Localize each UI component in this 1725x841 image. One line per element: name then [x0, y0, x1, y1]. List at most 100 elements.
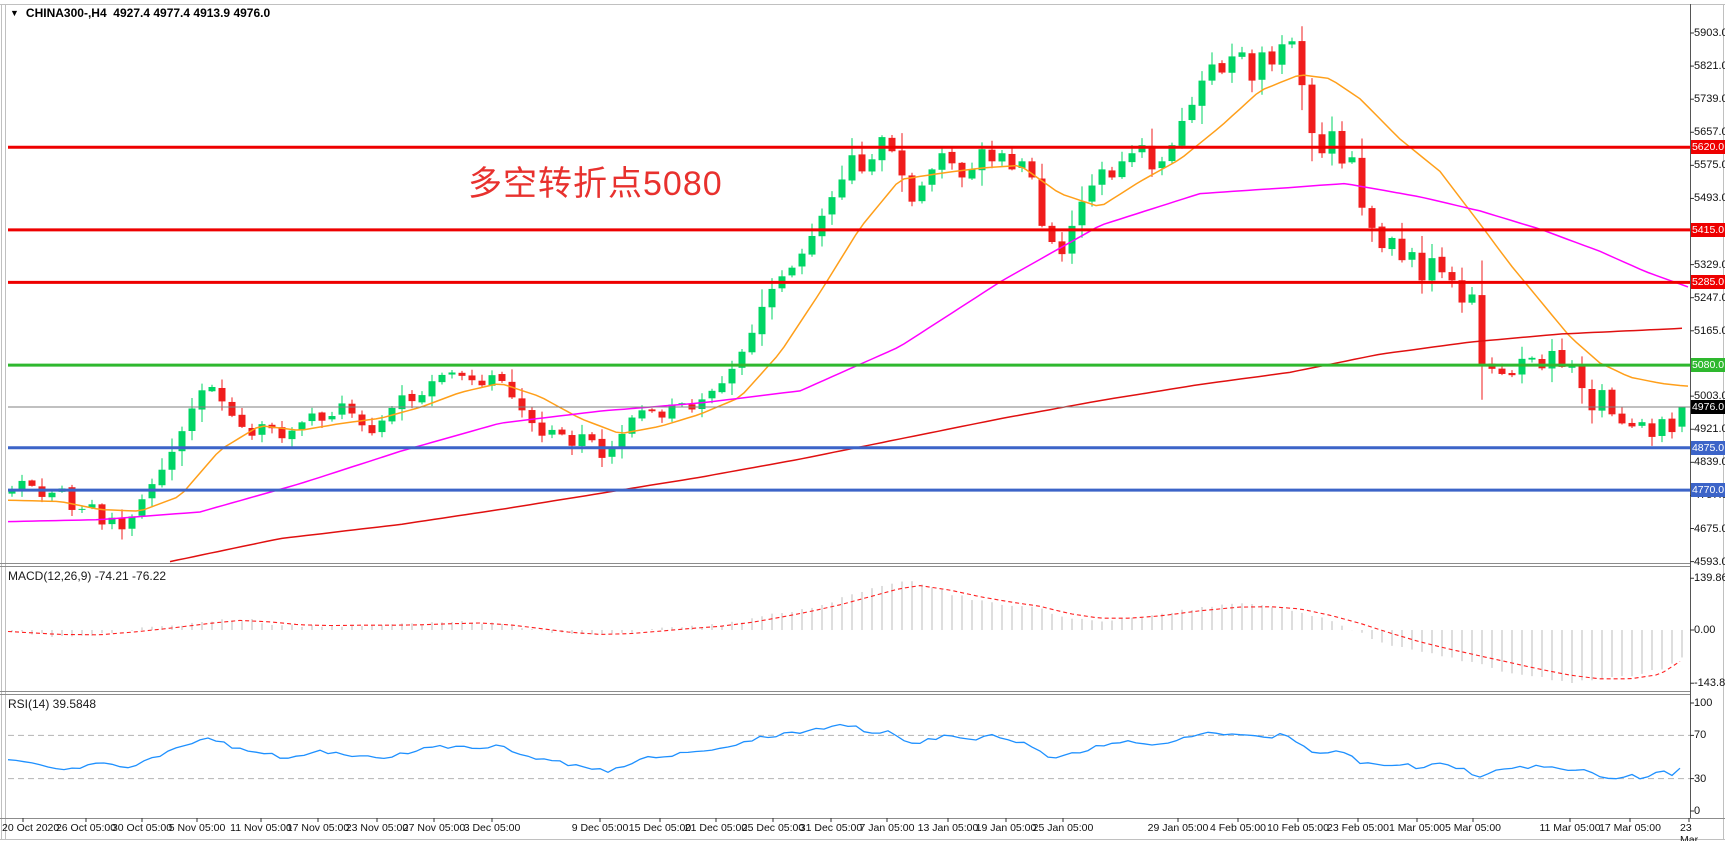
candle-body: [1628, 422, 1636, 427]
candle-body: [1138, 145, 1146, 153]
quote-low: 4913.9: [193, 6, 231, 20]
x-axis-label: 1 Mar 05:00: [1388, 822, 1446, 834]
rsi-tick-label: 0: [1694, 805, 1701, 817]
candle-body: [1358, 157, 1366, 208]
candle-body: [498, 374, 506, 381]
candle-body: [988, 149, 996, 162]
candle-body: [88, 504, 96, 508]
candle-body: [1388, 237, 1396, 250]
x-axis-label: 19 Jan 05:00: [975, 822, 1037, 834]
candle-body: [578, 434, 586, 447]
symbol-title: ▼ CHINA300-,H4 4927.4 4977.4 4913.9 4976.…: [10, 6, 270, 20]
candle-body: [918, 185, 926, 202]
x-axis-label: 3 Dec 05:00: [463, 822, 521, 834]
price-tick-label: 5247.0: [1694, 291, 1725, 304]
candle-body: [1428, 258, 1436, 281]
x-axis-label: 23 Feb 05:00: [1327, 822, 1389, 834]
candle-body: [928, 169, 936, 185]
collapse-quote-triangle-icon[interactable]: ▼: [10, 8, 19, 18]
candle-body: [978, 149, 986, 171]
candle-body: [1588, 389, 1596, 411]
x-axis-label: 7 Jan 05:00: [859, 822, 915, 834]
price-badge-5620: 5620.0: [1691, 140, 1725, 155]
candle-body: [1148, 145, 1156, 170]
price-tick-label: 5493.0: [1694, 192, 1725, 205]
candle-body: [1228, 56, 1236, 73]
macd-histogram: [11, 581, 1683, 684]
candle-body: [308, 413, 316, 422]
candle-body: [998, 153, 1006, 162]
candle-body: [18, 480, 26, 491]
price-badge-5080: 5080.0: [1691, 358, 1725, 373]
candle-body: [1458, 280, 1466, 303]
candle-body: [78, 508, 86, 510]
quote-high: 4977.4: [153, 6, 191, 20]
candle-body: [208, 386, 216, 392]
candle-body: [538, 422, 546, 436]
candle-body: [558, 429, 566, 435]
price-badge-4875: 4875.0: [1691, 440, 1725, 455]
candle-body: [1578, 364, 1586, 389]
candle-body: [1438, 256, 1446, 273]
candle-body: [418, 395, 426, 403]
candle-body: [748, 332, 756, 353]
x-axis-label: 29 Jan 05:00: [1147, 822, 1209, 834]
candle-body: [428, 381, 436, 397]
candle-body: [1168, 145, 1176, 162]
candle-body: [608, 447, 616, 457]
candle-body: [1308, 84, 1316, 134]
candle-body: [1638, 422, 1646, 426]
candle-body: [68, 487, 76, 510]
price-tick-label: 5575.0: [1694, 159, 1725, 172]
candle-body: [1508, 373, 1516, 376]
candle-body: [628, 417, 636, 434]
candle-body: [1198, 80, 1206, 106]
price-tick-label: 5903.0: [1694, 27, 1725, 39]
price-badge-5285: 5285.0: [1691, 275, 1725, 290]
x-axis-label: 4 Feb 05:00: [1209, 822, 1267, 834]
candle-body: [868, 159, 876, 172]
annotation-text[interactable]: 多空转折点5080: [468, 165, 723, 203]
candle-body: [728, 368, 736, 384]
candle-body: [818, 215, 826, 237]
candle-body: [1048, 225, 1056, 243]
quote-close: 4976.0: [233, 6, 271, 20]
price-tick-label: 5821.0: [1694, 60, 1725, 73]
candle-body: [98, 504, 106, 525]
rsi-indicator-label: RSI(14) 39.5848: [8, 697, 97, 711]
candle-body: [1038, 178, 1046, 226]
candle-body: [1598, 390, 1606, 411]
candle-body: [448, 372, 456, 375]
candle-body: [408, 393, 416, 402]
x-axis-label: 15 Dec 05:00: [628, 822, 692, 834]
candle-body: [338, 403, 346, 415]
candle-body: [1218, 63, 1226, 73]
macd-tick-label: -143.82: [1694, 677, 1725, 690]
candle-body: [508, 381, 516, 398]
candle-body: [1118, 161, 1126, 178]
candle-body: [1238, 52, 1246, 57]
price-tick-label: 5329.0: [1694, 258, 1725, 271]
candle-body: [198, 390, 206, 410]
candle-body: [798, 253, 806, 267]
candle-body: [1658, 419, 1666, 436]
candle-body: [1008, 153, 1016, 170]
candle-body: [1548, 350, 1556, 369]
x-axis-label: 20 Oct 2020: [2, 822, 60, 834]
horizontal-lines-layer[interactable]: [8, 145, 1690, 492]
ma-fast-line: [7, 74, 1689, 512]
candle-body: [788, 267, 796, 276]
price-tick-label: 4593.0: [1694, 555, 1725, 568]
candle-body: [1408, 252, 1416, 260]
candle-body: [28, 480, 36, 486]
candle-body: [348, 403, 356, 414]
rsi-tick-label: 100: [1694, 697, 1713, 709]
candle-body: [1278, 44, 1286, 65]
candle-body: [638, 410, 646, 419]
candle-body: [1248, 53, 1256, 81]
rsi-panel: [7, 723, 1690, 780]
candle-body: [1098, 169, 1106, 185]
candle-body: [1258, 52, 1266, 80]
candle-body: [358, 414, 366, 426]
